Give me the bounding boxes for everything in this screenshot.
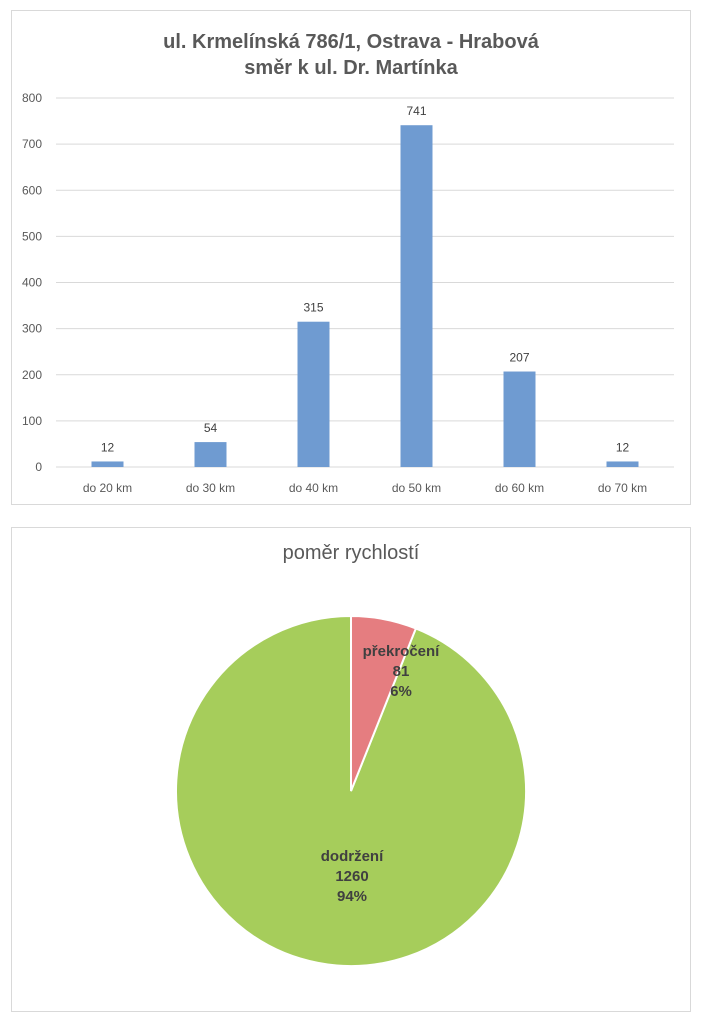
slice-label: dodržení: [321, 848, 384, 865]
slice-percent: 94%: [337, 888, 367, 905]
slice-value: 81: [393, 663, 410, 680]
bar-chart-panel: ul. Krmelínská 786/1, Ostrava - Hrabová …: [11, 10, 691, 505]
y-tick-label: 100: [22, 414, 42, 428]
x-tick-label: do 40 km: [289, 481, 338, 495]
pie-chart-title: poměr rychlostí: [282, 542, 420, 564]
slice-percent: 6%: [390, 683, 412, 700]
bar: [91, 461, 124, 467]
bar: [297, 321, 330, 467]
bar-chart-title: ul. Krmelínská 786/1, Ostrava - Hrabová: [163, 31, 539, 53]
y-tick-label: 600: [22, 183, 42, 197]
data-label: 12: [616, 440, 630, 454]
bar: [400, 125, 433, 468]
pie-chart-panel: poměr rychlostí dodržení 1260 94% překročen…: [11, 527, 691, 1012]
slice-value: 1260: [335, 868, 368, 885]
y-tick-label: 300: [22, 322, 42, 336]
x-tick-label: do 50 km: [392, 481, 441, 495]
bar: [606, 461, 639, 467]
y-tick-label: 500: [22, 229, 42, 243]
bar-chart-subtitle: směr k ul. Dr. Martínka: [244, 57, 458, 79]
y-tick-label: 700: [22, 137, 42, 151]
x-tick-label: do 20 km: [83, 481, 132, 495]
pie-chart: dodržení 1260 94% překročení 81 6%: [174, 614, 527, 967]
bar-chart: 0 100 200 300 400 500 600 700 800 12 do 20 km 54 do …: [22, 91, 674, 495]
bar: [503, 371, 536, 467]
data-label: 741: [406, 104, 426, 118]
y-tick-label: 200: [22, 368, 42, 382]
pie-slice: [350, 614, 418, 792]
y-tick-label: 400: [22, 276, 42, 290]
slice-label: překročení: [363, 643, 441, 660]
x-tick-label: do 60 km: [495, 481, 544, 495]
bar: [194, 442, 227, 467]
x-tick-label: do 70 km: [598, 481, 647, 495]
data-label: 12: [101, 440, 115, 454]
x-tick-label: do 30 km: [186, 481, 235, 495]
data-label: 207: [509, 351, 529, 365]
y-tick-label: 800: [22, 91, 42, 105]
data-label: 54: [204, 421, 218, 435]
data-label: 315: [303, 301, 323, 315]
y-tick-label: 0: [35, 460, 42, 474]
